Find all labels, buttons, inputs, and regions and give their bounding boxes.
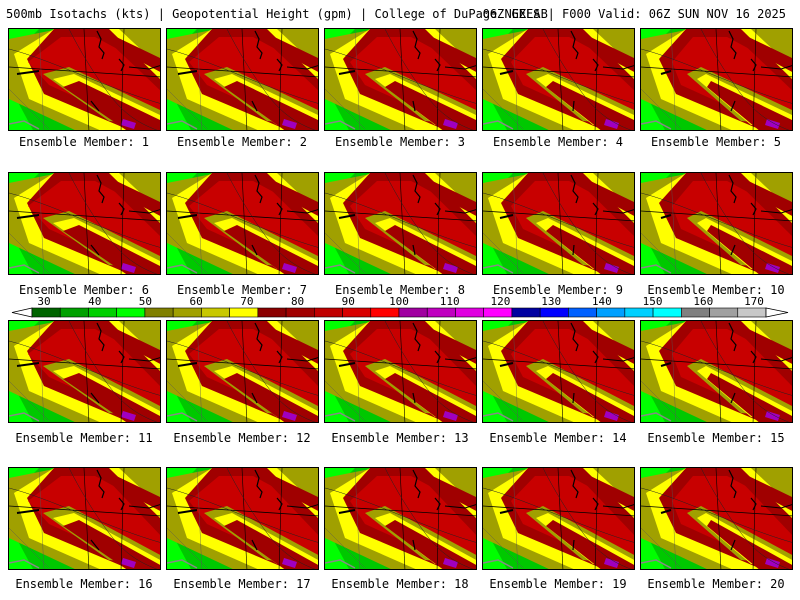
ensemble-member-label: Ensemble Member: 6 — [18, 283, 150, 297]
ensemble-map-panel — [482, 467, 635, 570]
ensemble-map-panel — [640, 28, 793, 131]
ensemble-map-panel — [324, 320, 477, 423]
colorbar-tick-label: 50 — [139, 296, 152, 308]
ensemble-member-label: Ensemble Member: 10 — [647, 283, 785, 297]
ensemble-map-panel — [8, 320, 161, 423]
ensemble-member-label: Ensemble Member: 5 — [650, 135, 782, 149]
colorbar-tick-label: 100 — [389, 296, 409, 308]
title-left: 500mb Isotachs (kts) | Geopotential Heig… — [6, 7, 548, 21]
ensemble-member-label: Ensemble Member: 11 — [15, 431, 153, 445]
ensemble-member-label: Ensemble Member: 20 — [647, 577, 785, 591]
colorbar-tick-label: 40 — [88, 296, 101, 308]
ensemble-map-panel — [324, 28, 477, 131]
ensemble-member-label: Ensemble Member: 12 — [173, 431, 311, 445]
colorbar-tick-label: 70 — [240, 296, 253, 308]
ensemble-member-label: Ensemble Member: 13 — [331, 431, 469, 445]
ensemble-member-label: Ensemble Member: 7 — [176, 283, 308, 297]
colorbar-tick-label: 160 — [693, 296, 713, 308]
colorbar-swatch — [31, 307, 61, 318]
colorbar-tick-label: 80 — [291, 296, 304, 308]
colorbar-swatch — [172, 307, 202, 318]
ensemble-member-label: Ensemble Member: 17 — [173, 577, 311, 591]
colorbar-tick-label: 170 — [744, 296, 764, 308]
colorbar-swatch — [257, 307, 287, 318]
colorbar-tick-label: 110 — [440, 296, 460, 308]
ensemble-member-label: Ensemble Member: 15 — [647, 431, 785, 445]
colorbar-swatch — [144, 307, 174, 318]
ensemble-map-panel — [640, 172, 793, 275]
colorbar-swatch — [483, 307, 513, 318]
colorbar-graphic: 30 40 50 60 70 80 90 100 110 120 130 140 150 160 170 — [11, 296, 789, 318]
colorbar-swatch — [314, 307, 343, 318]
wind-speed-colorbar: 30 40 50 60 70 80 90 100 110 120 130 140 150 160 170 — [10, 296, 790, 320]
ensemble-map-panel — [166, 28, 319, 131]
colorbar-swatch — [737, 307, 767, 318]
colorbar-swatch — [201, 307, 230, 318]
colorbar-swatch — [342, 307, 372, 318]
colorbar-swatch — [116, 307, 146, 318]
ensemble-map-panel — [8, 28, 161, 131]
ensemble-map-panel — [640, 320, 793, 423]
colorbar-swatch — [511, 307, 541, 318]
colorbar-swatch — [398, 307, 428, 318]
ensemble-map-panel — [166, 172, 319, 275]
colorbar-swatch — [652, 307, 682, 318]
ensemble-map-panel — [166, 467, 319, 570]
ensemble-member-label: Ensemble Member: 4 — [492, 135, 624, 149]
colorbar-tick-label: 150 — [643, 296, 663, 308]
ensemble-member-label: Ensemble Member: 14 — [489, 431, 627, 445]
ensemble-member-label: Ensemble Member: 9 — [492, 283, 624, 297]
ensemble-map-panel — [482, 28, 635, 131]
ensemble-member-label: Ensemble Member: 8 — [334, 283, 466, 297]
ensemble-map-panel — [8, 467, 161, 570]
ensemble-map-panel — [482, 320, 635, 423]
colorbar-tick-label: 30 — [37, 296, 50, 308]
ensemble-member-label: Ensemble Member: 16 — [15, 577, 153, 591]
colorbar-swatch — [370, 307, 400, 318]
ensemble-map-panel — [324, 467, 477, 570]
ensemble-member-label: Ensemble Member: 3 — [334, 135, 466, 149]
colorbar-swatch — [596, 307, 626, 318]
colorbar-left-arrow — [11, 307, 33, 318]
colorbar-swatch — [568, 307, 597, 318]
colorbar-swatch — [681, 307, 710, 318]
colorbar-tick-label: 120 — [490, 296, 510, 308]
colorbar-swatch — [59, 307, 89, 318]
colorbar-swatch — [539, 307, 569, 318]
colorbar-swatch — [455, 307, 484, 318]
colorbar-tick-label: 130 — [541, 296, 561, 308]
colorbar-swatch — [709, 307, 739, 318]
colorbar-tick-label: 60 — [190, 296, 203, 308]
ensemble-member-label: Ensemble Member: 18 — [331, 577, 469, 591]
colorbar-right-arrow — [765, 307, 789, 318]
ensemble-map-panel — [166, 320, 319, 423]
colorbar-swatch — [624, 307, 654, 318]
ensemble-map-panel — [482, 172, 635, 275]
title-right: 06Z GEFS | F000 Valid: 06Z SUN NOV 16 20… — [482, 7, 786, 21]
colorbar-tick-label: 90 — [342, 296, 355, 308]
ensemble-map-panel — [324, 172, 477, 275]
ensemble-map-panel — [8, 172, 161, 275]
colorbar-tick-label: 140 — [592, 296, 612, 308]
colorbar-swatch — [285, 307, 315, 318]
ensemble-member-label: Ensemble Member: 2 — [176, 135, 308, 149]
colorbar-swatch — [88, 307, 117, 318]
colorbar-swatch — [426, 307, 456, 318]
ensemble-map-panel — [640, 467, 793, 570]
colorbar-swatch — [229, 307, 259, 318]
map-title: 500mb Isotachs (kts) | Geopotential Heig… — [6, 6, 796, 22]
ensemble-member-label: Ensemble Member: 1 — [18, 135, 150, 149]
ensemble-member-label: Ensemble Member: 19 — [489, 577, 627, 591]
